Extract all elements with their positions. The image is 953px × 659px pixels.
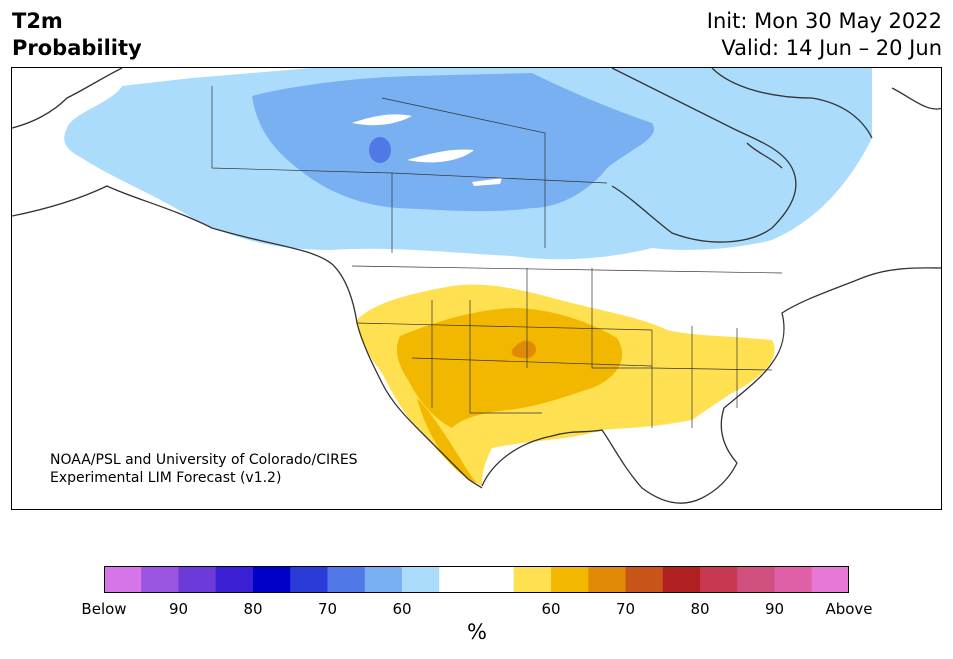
colorbar-tick-label: 70: [317, 600, 338, 618]
coastlines: [12, 68, 941, 504]
colorbar-tick-label: 70: [615, 600, 636, 618]
init-date: Init: Mon 30 May 2022: [706, 9, 942, 33]
above-normal-mid-region: [396, 308, 623, 428]
colorbar-swatch: [178, 566, 217, 593]
colorbar-swatch: [588, 566, 626, 593]
above-normal-dark-spot: [511, 340, 537, 359]
lake-shape: [472, 178, 502, 186]
credit-line-1: NOAA/PSL and University of Colorado/CIRE…: [50, 452, 358, 468]
state-borders: [211, 86, 783, 428]
colorbar-swatch: [290, 566, 328, 593]
colorbar-swatch: [104, 566, 142, 593]
colorbar-swatch: [513, 566, 552, 593]
colorbar-swatch: [551, 566, 589, 593]
below-normal-mid-region: [252, 73, 654, 212]
colorbar-swatch: [774, 566, 813, 593]
colorbar-swatch: [476, 566, 515, 593]
colorbar-swatch: [215, 566, 254, 593]
colorbar-tick-label: 90: [168, 600, 189, 618]
above-normal-mid-baja: [417, 398, 477, 483]
colorbar-tick-label: 90: [764, 600, 785, 618]
colorbar-swatch: [253, 566, 291, 593]
lake-shape: [407, 149, 474, 163]
colorbar-swatch: [625, 566, 664, 593]
colorbar-swatch: [439, 566, 477, 593]
probability-colorbar: [104, 566, 849, 593]
colorbar-swatch: [364, 566, 403, 593]
below-normal-dark-spot: [369, 137, 391, 163]
map-canvas: NOAA/PSL and University of Colorado/CIRE…: [12, 68, 941, 504]
colorbar-units: %: [467, 620, 487, 644]
colorbar-tick-label: Above: [825, 600, 873, 618]
colorbar-swatch: [662, 566, 701, 593]
colorbar-swatch: [811, 566, 849, 593]
valid-dates: Valid: 14 Jun – 20 Jun: [721, 36, 942, 60]
colorbar-border: [104, 566, 849, 593]
forecast-map: NOAA/PSL and University of Colorado/CIRE…: [11, 67, 942, 510]
colorbar-tick-label: 80: [690, 600, 710, 618]
colorbar-swatch: [327, 566, 366, 593]
colorbar-swatch: [737, 566, 775, 593]
colorbar-tick-label: 80: [243, 600, 263, 618]
credit-line-2: Experimental LIM Forecast (v1.2): [50, 470, 281, 486]
colorbar-tick-label: Below: [81, 600, 127, 618]
colorbar-swatch: [141, 566, 179, 593]
lake-shape: [352, 114, 412, 126]
colorbar-tick-label: 60: [541, 600, 561, 618]
title-line-2: Probability: [12, 36, 142, 60]
map-title: T2m Probability: [12, 8, 142, 62]
colorbar-swatch: [700, 566, 738, 593]
colorbar-canvas: [104, 566, 849, 593]
colorbar-tick-label: 60: [392, 600, 412, 618]
title-line-1: T2m: [12, 9, 63, 33]
colorbar-swatch: [402, 566, 440, 593]
forecast-dates: Init: Mon 30 May 2022 Valid: 14 Jun – 20…: [707, 8, 942, 62]
